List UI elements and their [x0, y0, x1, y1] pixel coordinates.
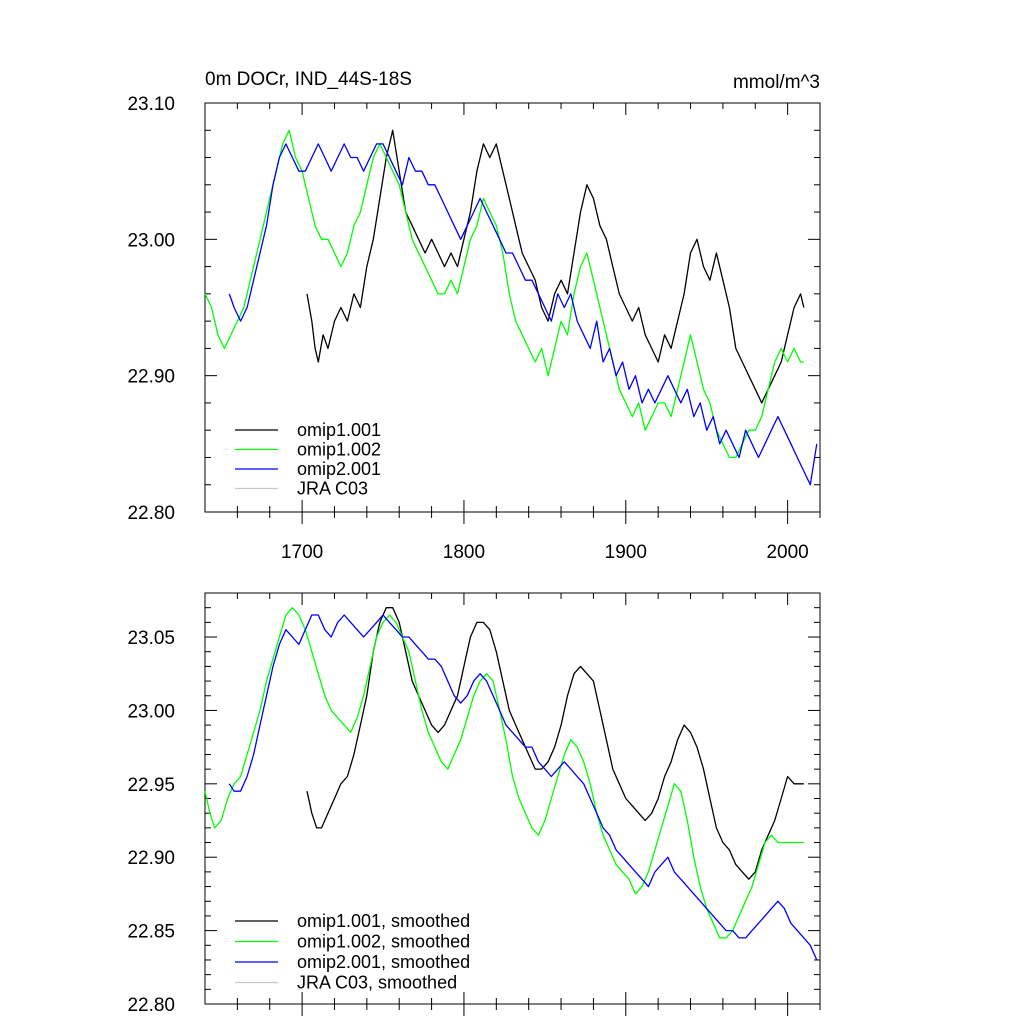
y-tick-label: 22.80 — [127, 503, 175, 524]
legend-label: JRA C03, smoothed — [297, 973, 457, 993]
series-line — [306, 129, 805, 404]
legend-label: omip2.001 — [297, 459, 381, 479]
y-tick-label: 22.85 — [127, 922, 175, 943]
legend-label: omip1.002 — [297, 440, 381, 460]
x-tick-label: 1900 — [605, 542, 647, 563]
y-tick-label: 22.95 — [127, 775, 175, 796]
legend-label: JRA C03 — [297, 479, 368, 499]
bottom-panel: 22.80 22.85 22.90 22.95 23.00 23.05 omip1.001,… — [127, 592, 821, 1016]
y-tick-label: 22.80 — [127, 995, 175, 1016]
y-tick-label: 22.90 — [127, 367, 175, 388]
series-line — [228, 143, 818, 486]
y-tick-label: 23.00 — [127, 701, 175, 722]
series-line — [204, 129, 804, 459]
units-label: mmol/m^3 — [733, 72, 820, 93]
y-tick-label: 22.90 — [127, 848, 175, 869]
chart-title: 0m DOCr, IND_44S-18S — [205, 69, 412, 90]
legend-label: omip1.002, smoothed — [297, 932, 470, 952]
x-tick-label: 2000 — [766, 542, 808, 563]
x-tick-label: 1700 — [281, 542, 323, 563]
y-tick-label: 23.05 — [127, 628, 175, 649]
legend-label: omip2.001, smoothed — [297, 952, 470, 972]
series-line — [204, 607, 804, 939]
top-panel: 0m DOCr, IND_44S-18S mmol/m^3 1700 1800 19… — [127, 69, 821, 563]
legend-label: omip1.001 — [297, 420, 381, 440]
series-line — [228, 614, 818, 961]
series-line — [306, 607, 804, 880]
legend-label: omip1.001, smoothed — [297, 911, 470, 931]
y-tick-label: 23.10 — [127, 94, 175, 115]
plot-frame — [204, 102, 821, 513]
x-tick-label: 1800 — [443, 542, 485, 563]
y-tick-label: 23.00 — [127, 230, 175, 251]
